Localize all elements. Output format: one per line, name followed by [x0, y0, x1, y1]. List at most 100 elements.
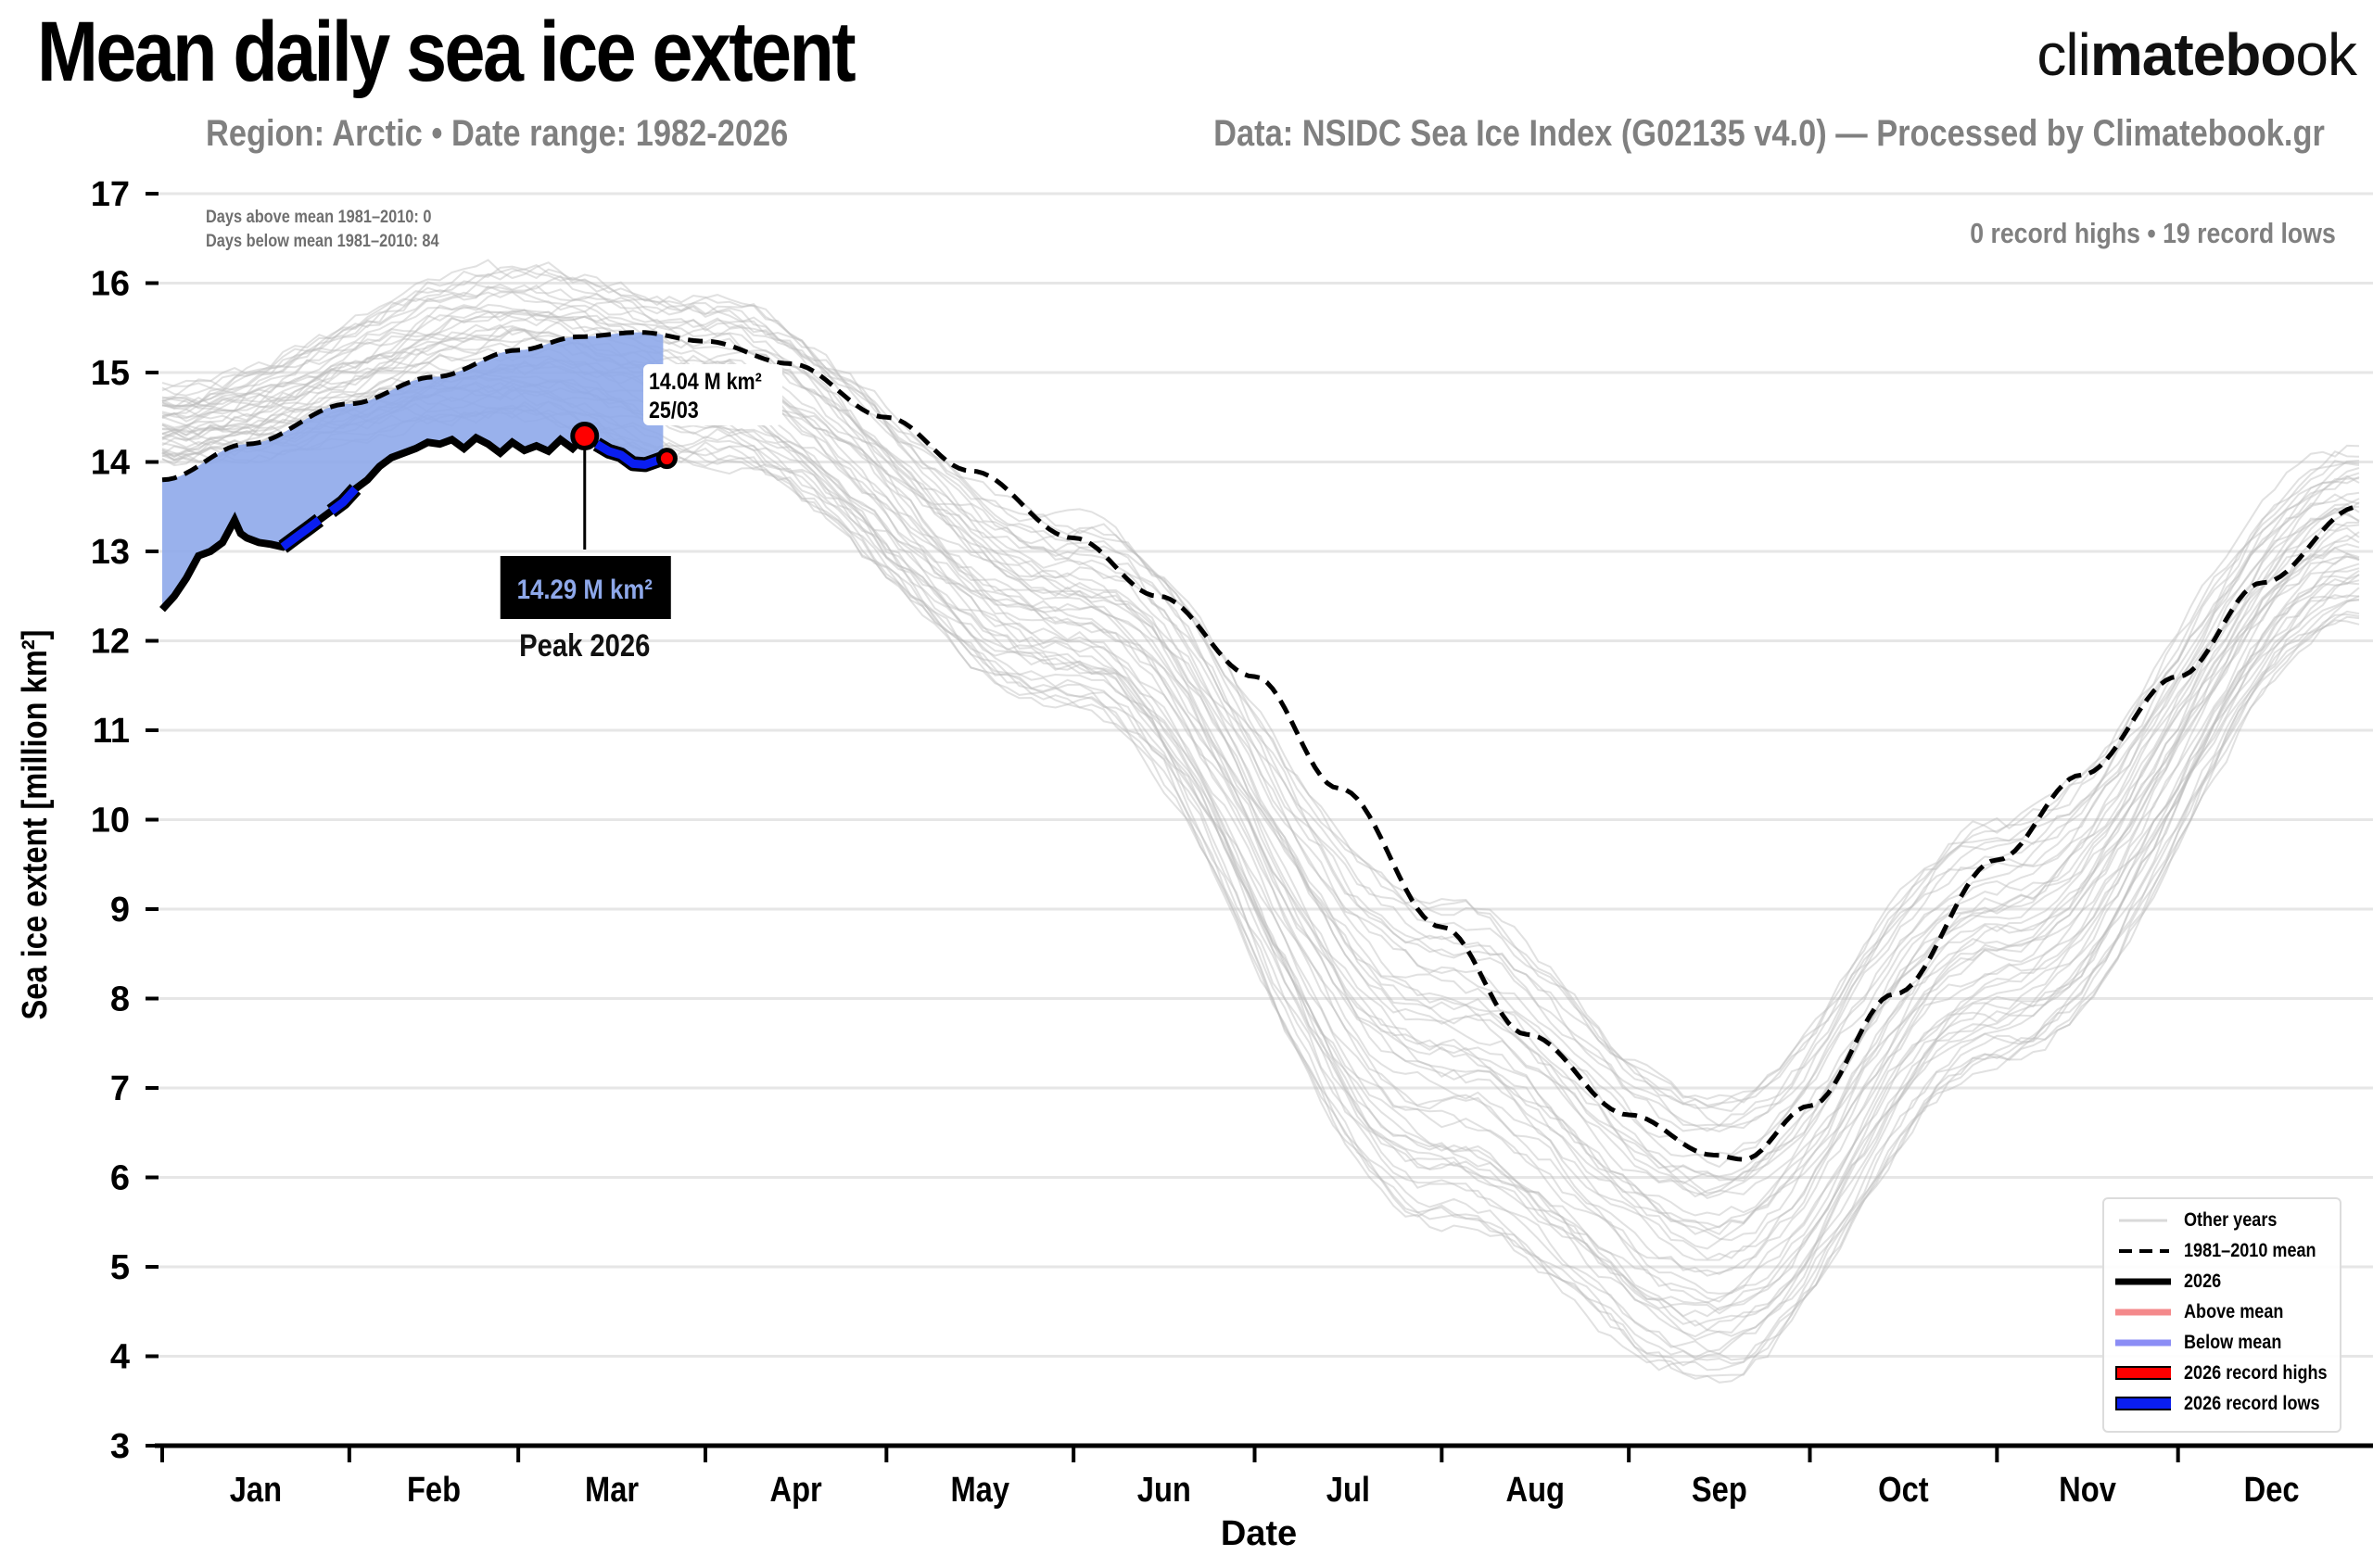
climatebook-logo: climatebook [2037, 20, 2357, 89]
other-year-line [161, 263, 2360, 1106]
subtitle-region: Region: Arctic • Date range: 1982-2026 [206, 113, 789, 154]
y-tick-label: 10 [91, 802, 130, 841]
latest-value-label: 14.04 M km² [649, 368, 762, 394]
legend-label: Above mean [2184, 1301, 2284, 1322]
legend-label: Below mean [2184, 1332, 2282, 1353]
other-year-line [161, 309, 2360, 1200]
y-tick-label: 4 [110, 1338, 130, 1377]
y-tick-label: 14 [91, 444, 130, 483]
other-year-line [161, 324, 2360, 1235]
other-year-line [161, 284, 2360, 1132]
x-tick-label: Jul [1326, 1470, 1370, 1510]
other-year-line [161, 328, 2360, 1242]
other-year-line [161, 268, 2360, 1109]
x-tick-label: Dec [2244, 1470, 2300, 1510]
y-tick-label: 8 [110, 980, 130, 1019]
y-tick-label: 5 [110, 1248, 130, 1287]
legend-item-above-mean[interactable]: Above mean [2104, 1298, 2300, 1326]
days-below-mean: Days below mean 1981–2010: 84 [206, 232, 439, 251]
legend-item-record-lows[interactable]: 2026 record lows [2104, 1390, 2341, 1418]
other-year-line [161, 326, 2360, 1235]
thick-black-line-icon [2115, 1278, 2171, 1285]
other-year-line [161, 291, 2360, 1127]
latest-marker[interactable] [655, 448, 678, 470]
logo-part: matebo [2089, 21, 2297, 88]
legend: Other years 1981–2010 mean 2026 Above me… [2102, 1197, 2341, 1433]
legend-label: 2026 record highs [2184, 1362, 2328, 1384]
x-axis-title: Date [1221, 1514, 1297, 1553]
y-tick-label: 6 [110, 1159, 130, 1198]
record-counts: 0 record highs • 19 record lows [1970, 217, 2336, 249]
y-tick-label: 7 [110, 1069, 130, 1108]
other-year-line [161, 310, 2360, 1182]
other-year-line [161, 309, 2360, 1185]
other-year-line [161, 283, 2360, 1132]
peak-caption: Peak 2026 [519, 627, 650, 664]
logo-part: ok [2295, 21, 2357, 88]
peak-value-label: 14.29 M km² [517, 574, 653, 604]
legend-item-2026[interactable]: 2026 [2104, 1268, 2227, 1296]
latest-label-background [643, 364, 782, 425]
legend-label: 1981–2010 mean [2184, 1240, 2316, 1261]
other-year-line [161, 335, 2360, 1229]
days-above-mean: Days above mean 1981–2010: 0 [206, 208, 432, 227]
x-tick-label: May [950, 1470, 1009, 1510]
x-tick-label: Mar [585, 1470, 639, 1510]
y-tick-label: 13 [91, 533, 130, 572]
other-year-line [161, 259, 2360, 1100]
record-low-segment [594, 440, 665, 469]
legend-item-other-years[interactable]: Other years [2104, 1207, 2292, 1234]
other-year-line [161, 409, 2360, 1377]
blue-box-icon [2115, 1397, 2171, 1410]
line-2026-outline [159, 431, 665, 613]
other-year-line [161, 357, 2360, 1275]
x-tick-label: Feb [407, 1470, 461, 1510]
y-tick-label: 9 [110, 891, 130, 929]
days-stats: Days above mean 1981–2010: 0 Days below … [206, 206, 439, 254]
mean-1981-2010-line [161, 330, 2360, 1162]
red-box-icon [2115, 1366, 2171, 1380]
peak-value-box [500, 556, 671, 619]
other-year-line [161, 310, 2360, 1195]
record-low-segment [328, 486, 359, 515]
other-year-line [161, 303, 2360, 1178]
x-tick-label: Jun [1137, 1470, 1191, 1510]
pink-line-icon [2115, 1309, 2171, 1316]
other-year-line [161, 291, 2360, 1169]
y-tick-label: 16 [91, 265, 130, 304]
y-tick-label: 15 [91, 354, 130, 393]
logo-part: cli [2037, 21, 2090, 88]
subtitle-source: Data: NSIDC Sea Ice Index (G02135 v4.0) … [1213, 113, 2325, 154]
x-tick-label: Apr [770, 1470, 822, 1510]
grid-lines [155, 192, 2373, 1358]
lavender-line-icon [2115, 1339, 2171, 1347]
y-tick-label: 12 [91, 623, 130, 662]
chart-title: Mean daily sea ice extent [37, 5, 857, 99]
x-tick-label: Aug [1506, 1470, 1565, 1510]
other-year-line [161, 384, 2360, 1359]
legend-item-record-highs[interactable]: 2026 record highs [2104, 1359, 2351, 1387]
y-axis-title: Sea ice extent [million km²] [15, 629, 55, 1019]
legend-item-below-mean[interactable]: Below mean [2104, 1329, 2298, 1357]
y-tick-labels: 3 4 5 6 7 8 9 10 11 12 13 14 15 16 17 [91, 175, 159, 1466]
y-tick-label: 11 [93, 712, 130, 751]
x-tick-label: Sep [1692, 1470, 1747, 1510]
legend-label: 2026 record lows [2184, 1393, 2320, 1414]
thin-grey-line-icon [2119, 1219, 2167, 1222]
y-tick-label: 3 [110, 1427, 130, 1466]
legend-label: Other years [2184, 1209, 2278, 1231]
other-year-line [161, 274, 2360, 1128]
other-year-line [161, 267, 2360, 1113]
legend-item-mean[interactable]: 1981–2010 mean [2104, 1237, 2338, 1265]
x-tick-label: Oct [1878, 1470, 1929, 1510]
x-tick-labels: Jan Feb Mar Apr May Jun Jul Aug Sep Oct Nov Dec [160, 1446, 2300, 1510]
peak-marker[interactable] [570, 422, 600, 451]
latest-date-label: 25/03 [649, 397, 699, 423]
record-low-segment [280, 516, 322, 550]
other-year-line [161, 323, 2360, 1217]
other-year-line [161, 319, 2360, 1197]
dashed-line-icon [2119, 1249, 2169, 1253]
x-tick-label: Jan [230, 1470, 282, 1510]
other-year-line [161, 296, 2360, 1157]
